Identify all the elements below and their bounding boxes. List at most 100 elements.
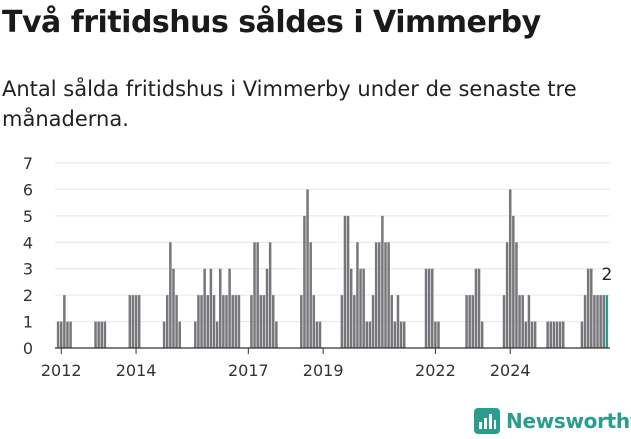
bar xyxy=(602,295,606,348)
x-tick-label: 2017 xyxy=(228,361,269,380)
bar xyxy=(515,242,518,348)
bar xyxy=(393,321,397,348)
bar xyxy=(518,295,521,348)
bar xyxy=(471,295,475,348)
y-tick-label: 4 xyxy=(23,233,33,252)
bar xyxy=(203,268,206,348)
y-tick-label: 2 xyxy=(23,286,33,305)
bar xyxy=(390,295,393,348)
bar xyxy=(521,295,524,348)
bar xyxy=(59,321,63,348)
bar xyxy=(512,215,515,348)
bar xyxy=(502,295,506,348)
bar xyxy=(234,295,238,348)
bar xyxy=(552,321,556,348)
bar xyxy=(437,321,440,348)
bar xyxy=(206,295,210,348)
bar xyxy=(250,295,253,348)
chart-subtitle: Antal sålda fritidshus i Vimmerby under … xyxy=(2,77,577,131)
bar xyxy=(309,242,312,348)
bar xyxy=(200,295,203,348)
x-tick-label: 2012 xyxy=(41,361,82,380)
bar xyxy=(356,242,359,348)
bar xyxy=(384,242,387,348)
bar xyxy=(381,215,384,348)
bar xyxy=(580,321,584,348)
bar xyxy=(306,189,309,348)
y-tick-label: 0 xyxy=(23,339,33,358)
bar xyxy=(374,242,378,348)
bar xyxy=(265,268,269,348)
y-axis-labels: 0 1 2 3 4 5 6 7 xyxy=(23,154,33,358)
bar xyxy=(474,268,478,348)
bar xyxy=(402,321,406,348)
y-tick-label: 6 xyxy=(23,180,33,199)
bar xyxy=(362,268,365,348)
bar xyxy=(546,321,549,348)
bar xyxy=(169,242,172,348)
bar xyxy=(222,295,225,348)
x-tick-label: 2019 xyxy=(303,361,344,380)
bar xyxy=(209,268,213,348)
bar xyxy=(343,215,347,348)
bar xyxy=(256,242,259,348)
bar xyxy=(178,321,181,348)
bar xyxy=(56,321,60,348)
bar xyxy=(237,295,241,348)
bar xyxy=(303,215,306,348)
bar xyxy=(172,268,175,348)
bar xyxy=(63,295,66,348)
bar xyxy=(583,295,587,348)
newsworthy-chart-logo-icon xyxy=(474,408,500,434)
bar xyxy=(399,321,403,348)
bar xyxy=(586,268,590,348)
bar xyxy=(259,295,263,348)
brand-name: Newsworthy xyxy=(506,409,631,433)
bar xyxy=(477,268,481,348)
bar xyxy=(527,295,531,348)
bar xyxy=(596,295,599,348)
bar xyxy=(378,242,381,348)
bar xyxy=(137,295,141,348)
bar xyxy=(94,321,97,348)
bar xyxy=(268,242,272,348)
bars xyxy=(56,189,609,348)
bar-latest xyxy=(605,295,609,348)
bar xyxy=(97,321,100,348)
bar xyxy=(590,268,593,348)
y-tick-label: 5 xyxy=(23,207,33,226)
x-tick-label: 2024 xyxy=(490,361,531,380)
bar xyxy=(555,321,559,348)
bar xyxy=(215,321,219,348)
bar xyxy=(533,321,537,348)
x-tick-label: 2014 xyxy=(116,361,157,380)
bar xyxy=(427,268,431,348)
bar xyxy=(368,321,372,348)
bar xyxy=(561,321,565,348)
bar xyxy=(558,321,562,348)
bar xyxy=(359,268,362,348)
bar xyxy=(346,215,350,348)
bar xyxy=(231,295,234,348)
bar xyxy=(465,295,468,348)
bar xyxy=(365,321,369,348)
bar xyxy=(272,295,275,348)
bar xyxy=(228,268,231,348)
y-tick-label: 7 xyxy=(23,154,33,173)
bar xyxy=(524,321,528,348)
bar xyxy=(353,295,356,348)
bar xyxy=(212,295,216,348)
bar xyxy=(371,295,375,348)
bar xyxy=(508,189,512,348)
bar xyxy=(530,321,534,348)
bar xyxy=(593,295,596,348)
bar xyxy=(434,321,437,348)
newsworthy-logo: Newsworthy xyxy=(474,406,631,436)
bar xyxy=(103,321,107,348)
bar xyxy=(349,268,353,348)
bar xyxy=(424,268,428,348)
bar xyxy=(134,295,138,348)
x-tick-label: 2022 xyxy=(415,361,456,380)
bar xyxy=(300,295,303,348)
bar xyxy=(468,295,471,348)
